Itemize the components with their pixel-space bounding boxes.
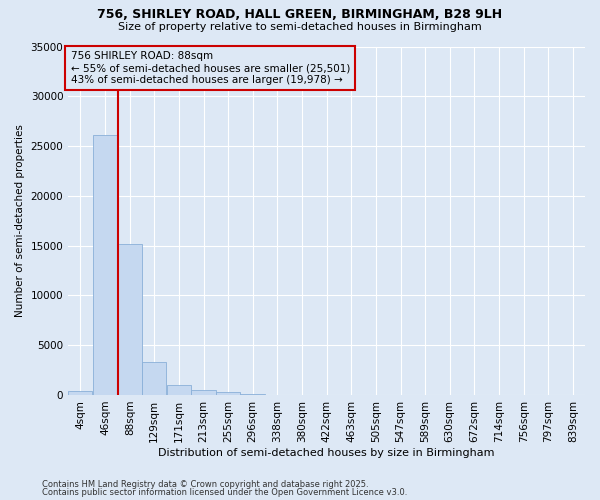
- Text: 756, SHIRLEY ROAD, HALL GREEN, BIRMINGHAM, B28 9LH: 756, SHIRLEY ROAD, HALL GREEN, BIRMINGHA…: [97, 8, 503, 20]
- Text: Size of property relative to semi-detached houses in Birmingham: Size of property relative to semi-detach…: [118, 22, 482, 32]
- Bar: [142, 362, 166, 395]
- Bar: [93, 135, 117, 395]
- Bar: [167, 384, 191, 395]
- Text: Contains public sector information licensed under the Open Government Licence v3: Contains public sector information licen…: [42, 488, 407, 497]
- Text: 756 SHIRLEY ROAD: 88sqm
← 55% of semi-detached houses are smaller (25,501)
43% o: 756 SHIRLEY ROAD: 88sqm ← 55% of semi-de…: [71, 52, 350, 84]
- Bar: [118, 244, 142, 395]
- Y-axis label: Number of semi-detached properties: Number of semi-detached properties: [15, 124, 25, 317]
- Bar: [216, 392, 241, 395]
- X-axis label: Distribution of semi-detached houses by size in Birmingham: Distribution of semi-detached houses by …: [158, 448, 495, 458]
- Bar: [191, 390, 215, 395]
- Bar: [68, 391, 92, 395]
- Text: Contains HM Land Registry data © Crown copyright and database right 2025.: Contains HM Land Registry data © Crown c…: [42, 480, 368, 489]
